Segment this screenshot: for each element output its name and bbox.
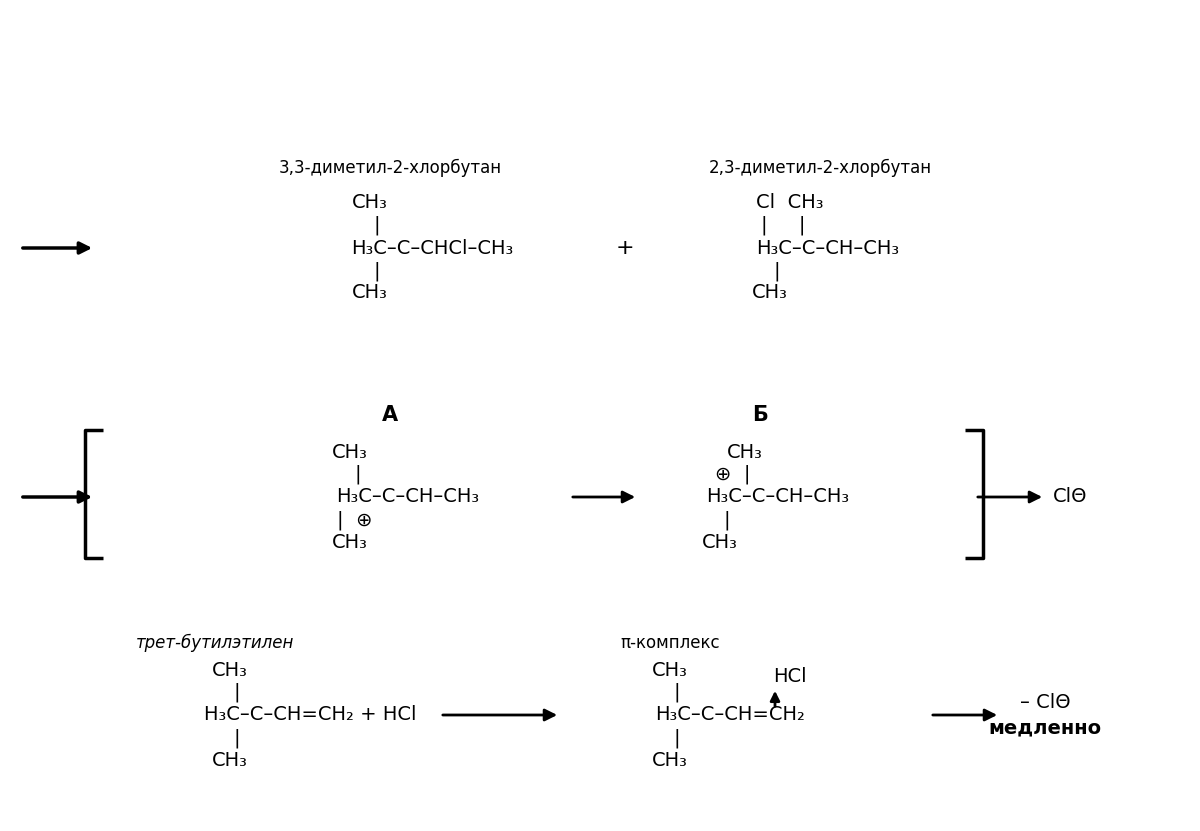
Text: H₃C–C–CH=CH₂ + HCl: H₃C–C–CH=CH₂ + HCl [204, 706, 416, 725]
Text: 3,3-диметил-2-хлорбутан: 3,3-диметил-2-хлорбутан [278, 159, 502, 177]
Text: H₃C–C–CH–CH₃: H₃C–C–CH–CH₃ [336, 488, 480, 507]
Text: |: | [724, 510, 731, 529]
Text: – ClΘ: – ClΘ [1020, 694, 1070, 712]
Text: +: + [616, 238, 635, 258]
Text: А: А [382, 405, 398, 425]
Text: CH₃: CH₃ [352, 283, 388, 302]
Text: CH₃: CH₃ [332, 442, 368, 461]
Text: |     |: | | [761, 215, 805, 234]
Text: CH₃: CH₃ [652, 661, 688, 680]
Text: H₃C–C–CH–CH₃: H₃C–C–CH–CH₃ [707, 488, 850, 507]
Text: |: | [774, 261, 780, 281]
Text: |: | [355, 465, 361, 484]
Text: |: | [373, 215, 380, 234]
Text: CH₃: CH₃ [352, 194, 388, 213]
Text: |: | [673, 682, 680, 701]
Text: CH₃: CH₃ [702, 534, 738, 553]
Text: трет-бутилэтилен: трет-бутилэтилен [136, 634, 294, 652]
Text: CH₃: CH₃ [752, 283, 788, 302]
Text: Б: Б [752, 405, 768, 425]
Text: CH₃: CH₃ [652, 750, 688, 770]
Text: ClΘ: ClΘ [1052, 488, 1087, 507]
Text: π-комплекс: π-комплекс [620, 634, 720, 652]
Text: 2,3-диметил-2-хлорбутан: 2,3-диметил-2-хлорбутан [708, 159, 931, 177]
Text: |: | [373, 261, 380, 281]
Text: CH₃: CH₃ [212, 750, 248, 770]
Text: |  ⊕: | ⊕ [337, 510, 373, 529]
Text: H₃C–C–CH=CH₂: H₃C–C–CH=CH₂ [655, 706, 805, 725]
Text: CH₃: CH₃ [727, 442, 763, 461]
Text: CH₃: CH₃ [212, 661, 248, 680]
Text: H₃C–C–CHCl–CH₃: H₃C–C–CHCl–CH₃ [350, 238, 514, 258]
Text: Cl  CH₃: Cl CH₃ [756, 194, 823, 213]
Text: |: | [673, 728, 680, 748]
Text: CH₃: CH₃ [332, 534, 368, 553]
Text: H₃C–C–CH–CH₃: H₃C–C–CH–CH₃ [756, 238, 900, 258]
Text: HCl: HCl [773, 667, 806, 686]
Text: |: | [234, 728, 240, 748]
Text: |: | [234, 682, 240, 701]
Text: медленно: медленно [989, 719, 1102, 737]
Text: ⊕  |: ⊕ | [715, 465, 751, 484]
